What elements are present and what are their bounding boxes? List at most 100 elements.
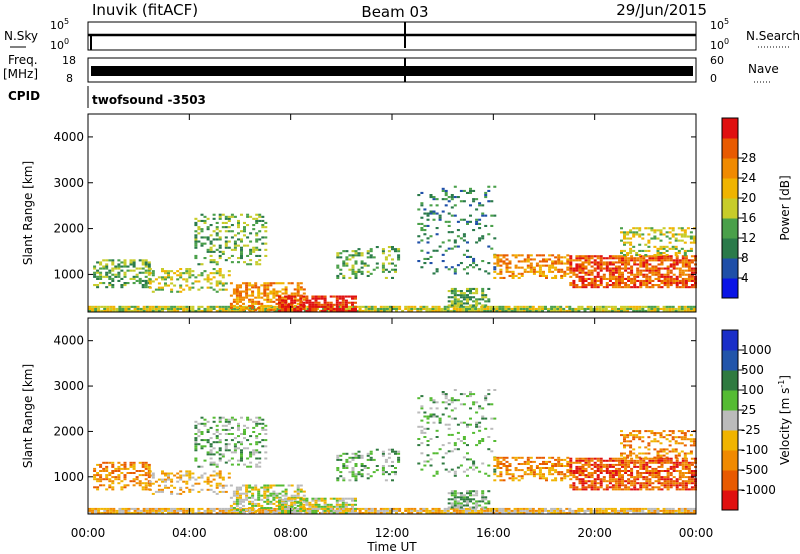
echo-cell <box>239 496 242 499</box>
echo-cell <box>148 482 152 485</box>
echo-cell <box>542 475 545 478</box>
echo-cell <box>611 459 615 462</box>
echo-cell <box>258 219 262 222</box>
echo-cell <box>569 484 573 487</box>
echo-cell <box>556 512 560 514</box>
echo-cell <box>453 298 457 301</box>
echo-cell <box>218 453 222 456</box>
echo-cell <box>335 507 339 510</box>
echo-cell <box>123 263 127 266</box>
echo-cell <box>648 465 652 468</box>
echo-cell <box>690 269 694 272</box>
echo-cell <box>387 465 391 467</box>
echo-cell <box>305 503 309 506</box>
echo-cell <box>145 509 149 512</box>
echo-cell <box>99 478 103 481</box>
echo-cell <box>215 465 219 468</box>
echo-cell <box>397 460 401 463</box>
echo-cell <box>120 463 124 466</box>
echo-cell <box>626 254 630 257</box>
echo-cell <box>453 442 457 445</box>
echo-cell <box>484 502 488 505</box>
echo-cell <box>450 490 454 493</box>
echo-cell <box>651 286 655 289</box>
echo-cell <box>572 482 576 485</box>
echo-cell <box>164 278 167 281</box>
echo-cell <box>480 309 484 312</box>
echo-cell <box>176 307 180 310</box>
echo-cell <box>499 473 503 476</box>
echo-cell <box>100 507 104 510</box>
echo-cell <box>608 474 612 477</box>
echo-cell <box>683 252 687 255</box>
echo-cell <box>197 280 201 283</box>
echo-cell <box>617 309 620 312</box>
echo-cell <box>678 259 682 262</box>
echo-cell <box>197 309 201 312</box>
echo-cell <box>157 488 161 491</box>
echo-cell <box>566 469 570 472</box>
echo-cell <box>684 457 688 460</box>
echo-cell <box>669 478 673 481</box>
echo-cell <box>203 221 207 224</box>
echo-cell <box>529 471 533 474</box>
echo-cell <box>197 219 201 222</box>
echo-cell <box>656 237 660 240</box>
echo-cell <box>227 512 231 514</box>
echo-cell <box>660 470 664 472</box>
echo-cell <box>587 461 591 464</box>
echo-cell <box>227 217 231 220</box>
echo-cell <box>611 484 615 487</box>
echo-cell <box>620 509 623 512</box>
echo-cell <box>623 241 626 244</box>
echo-cell <box>281 507 284 510</box>
echo-cell <box>569 457 573 460</box>
echo-cell <box>525 309 529 312</box>
echo-cell <box>459 237 463 240</box>
echo-cell <box>263 507 267 509</box>
date-title: 29/Jun/2015 <box>616 1 707 19</box>
echo-cell <box>360 463 364 465</box>
echo-cell <box>450 196 454 199</box>
echo-cell <box>240 449 243 452</box>
echo-cell <box>632 245 636 248</box>
echo-cell <box>426 257 430 260</box>
echo-cell <box>370 507 374 510</box>
echo-cell <box>314 297 318 300</box>
echo-cell <box>272 496 276 499</box>
echo-cell <box>534 512 538 514</box>
echo-cell <box>680 239 684 242</box>
echo-cell <box>605 465 609 468</box>
echo-cell <box>132 480 136 483</box>
echo-cell <box>528 507 532 510</box>
echo-cell <box>338 297 342 300</box>
echo-cell <box>651 273 655 276</box>
echo-cell <box>607 309 611 312</box>
echo-cell <box>338 503 342 506</box>
echo-cell <box>608 263 612 266</box>
echo-cell <box>493 440 497 442</box>
echo-cell <box>173 507 177 510</box>
echo-cell <box>218 254 222 257</box>
echo-cell <box>275 282 279 285</box>
echo-cell <box>144 482 148 485</box>
echo-cell <box>426 218 430 221</box>
echo-cell <box>429 415 433 418</box>
echo-cell <box>672 480 676 483</box>
echo-cell <box>233 447 237 450</box>
echo-cell <box>229 507 233 509</box>
echo-cell <box>151 476 155 479</box>
echo-cell <box>627 271 631 274</box>
echo-cell <box>209 254 213 257</box>
echo-cell <box>666 459 670 462</box>
echo-cell <box>511 475 515 478</box>
echo-cell <box>317 305 321 308</box>
echo-cell <box>336 264 340 267</box>
echo-cell <box>469 490 472 493</box>
echo-cell <box>672 461 676 464</box>
echo-cell <box>681 459 685 462</box>
echo-cell <box>354 473 358 476</box>
echo-cell <box>423 224 427 227</box>
echo-cell <box>487 500 491 503</box>
echo-cell <box>338 509 342 512</box>
